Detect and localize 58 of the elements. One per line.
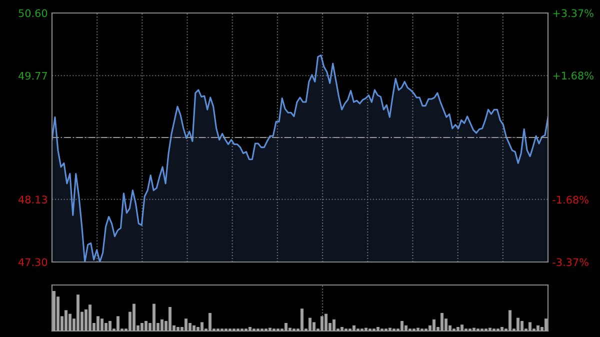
bar <box>520 321 524 331</box>
bar <box>68 314 72 331</box>
bar <box>108 321 112 331</box>
bar <box>460 324 464 331</box>
bar <box>388 328 392 331</box>
y-tick-label: 47.30 <box>18 258 48 266</box>
bar <box>312 322 316 331</box>
bar <box>536 325 540 331</box>
bar <box>76 294 80 331</box>
bar <box>508 310 512 331</box>
y2-tick-label: -1.68% <box>552 196 588 204</box>
bar <box>340 327 344 331</box>
bar <box>64 310 68 331</box>
y-tick-label: 48.13 <box>18 196 47 204</box>
bar <box>160 319 164 331</box>
bar <box>168 307 172 331</box>
bar <box>140 323 144 331</box>
bar <box>332 319 336 331</box>
bar <box>416 328 420 331</box>
bar <box>116 316 120 331</box>
bar <box>400 321 404 331</box>
bar <box>192 325 196 331</box>
bar <box>300 308 304 331</box>
y2-tick-label: -3.37% <box>552 258 588 266</box>
bar <box>88 304 92 331</box>
bar <box>528 322 532 331</box>
bar <box>144 321 148 331</box>
bar <box>376 327 380 331</box>
bar <box>208 313 212 331</box>
bar <box>472 328 476 331</box>
bar <box>308 318 312 331</box>
bar <box>268 328 272 331</box>
bar <box>544 318 548 331</box>
bar <box>184 318 188 331</box>
bar <box>152 304 156 331</box>
y2-tick-label: +1.68% <box>553 72 594 80</box>
bar <box>324 314 328 331</box>
bar <box>440 313 444 331</box>
y-tick-label: 49.77 <box>18 72 47 80</box>
y2-tick-label: +3.37% <box>553 9 594 18</box>
bar <box>100 318 104 331</box>
bar <box>176 327 180 331</box>
bar <box>132 304 136 331</box>
bar <box>248 327 252 331</box>
bar <box>200 322 204 331</box>
bar <box>284 323 288 331</box>
bar <box>488 328 492 331</box>
bar <box>404 325 408 331</box>
y-tick-label: 50.60 <box>18 9 48 18</box>
bar <box>364 328 368 331</box>
bar <box>516 318 520 331</box>
bar <box>320 316 324 331</box>
bar <box>432 319 436 331</box>
bar <box>96 316 100 331</box>
bar <box>456 327 460 331</box>
bar <box>52 291 56 331</box>
bar <box>500 327 504 331</box>
bar <box>352 325 356 331</box>
